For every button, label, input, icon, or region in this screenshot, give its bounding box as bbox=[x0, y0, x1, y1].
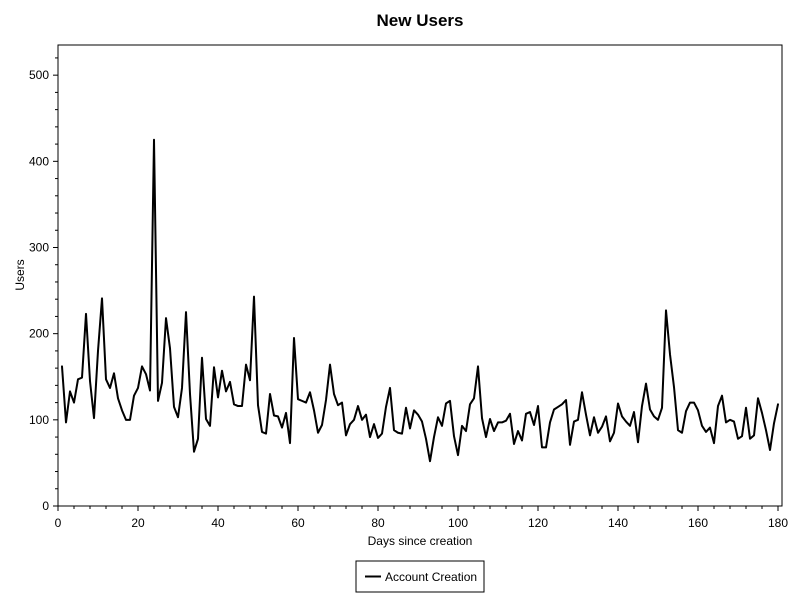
x-tick-label: 60 bbox=[291, 516, 305, 530]
x-tick-label: 100 bbox=[448, 516, 468, 530]
y-tick-label: 200 bbox=[29, 327, 49, 341]
x-tick-label: 140 bbox=[608, 516, 628, 530]
x-axis: 0 20 40 60 80 100 120 140 160 180 bbox=[55, 506, 788, 530]
legend-label: Account Creation bbox=[385, 570, 477, 584]
plot-area bbox=[57, 44, 783, 507]
series-line-account-creation bbox=[61, 138, 779, 463]
x-tick-label: 120 bbox=[528, 516, 548, 530]
legend: Account Creation bbox=[355, 560, 485, 593]
chart-title: New Users bbox=[377, 11, 464, 30]
y-tick-label: 500 bbox=[29, 68, 49, 82]
x-tick-label: 20 bbox=[131, 516, 145, 530]
y-tick-label: 300 bbox=[29, 240, 49, 254]
x-tick-label: 80 bbox=[371, 516, 385, 530]
x-tick-label: 160 bbox=[688, 516, 708, 530]
x-tick-label: 0 bbox=[55, 516, 62, 530]
y-axis-label: Users bbox=[13, 259, 27, 290]
series-layer bbox=[61, 138, 779, 463]
y-axis: 0 100 200 300 400 500 bbox=[29, 57, 58, 513]
y-tick-label: 100 bbox=[29, 413, 49, 427]
x-axis-label: Days since creation bbox=[368, 534, 473, 548]
x-tick-label: 180 bbox=[768, 516, 788, 530]
y-tick-label: 400 bbox=[29, 154, 49, 168]
y-tick-label: 0 bbox=[42, 499, 49, 513]
x-tick-label: 40 bbox=[211, 516, 225, 530]
